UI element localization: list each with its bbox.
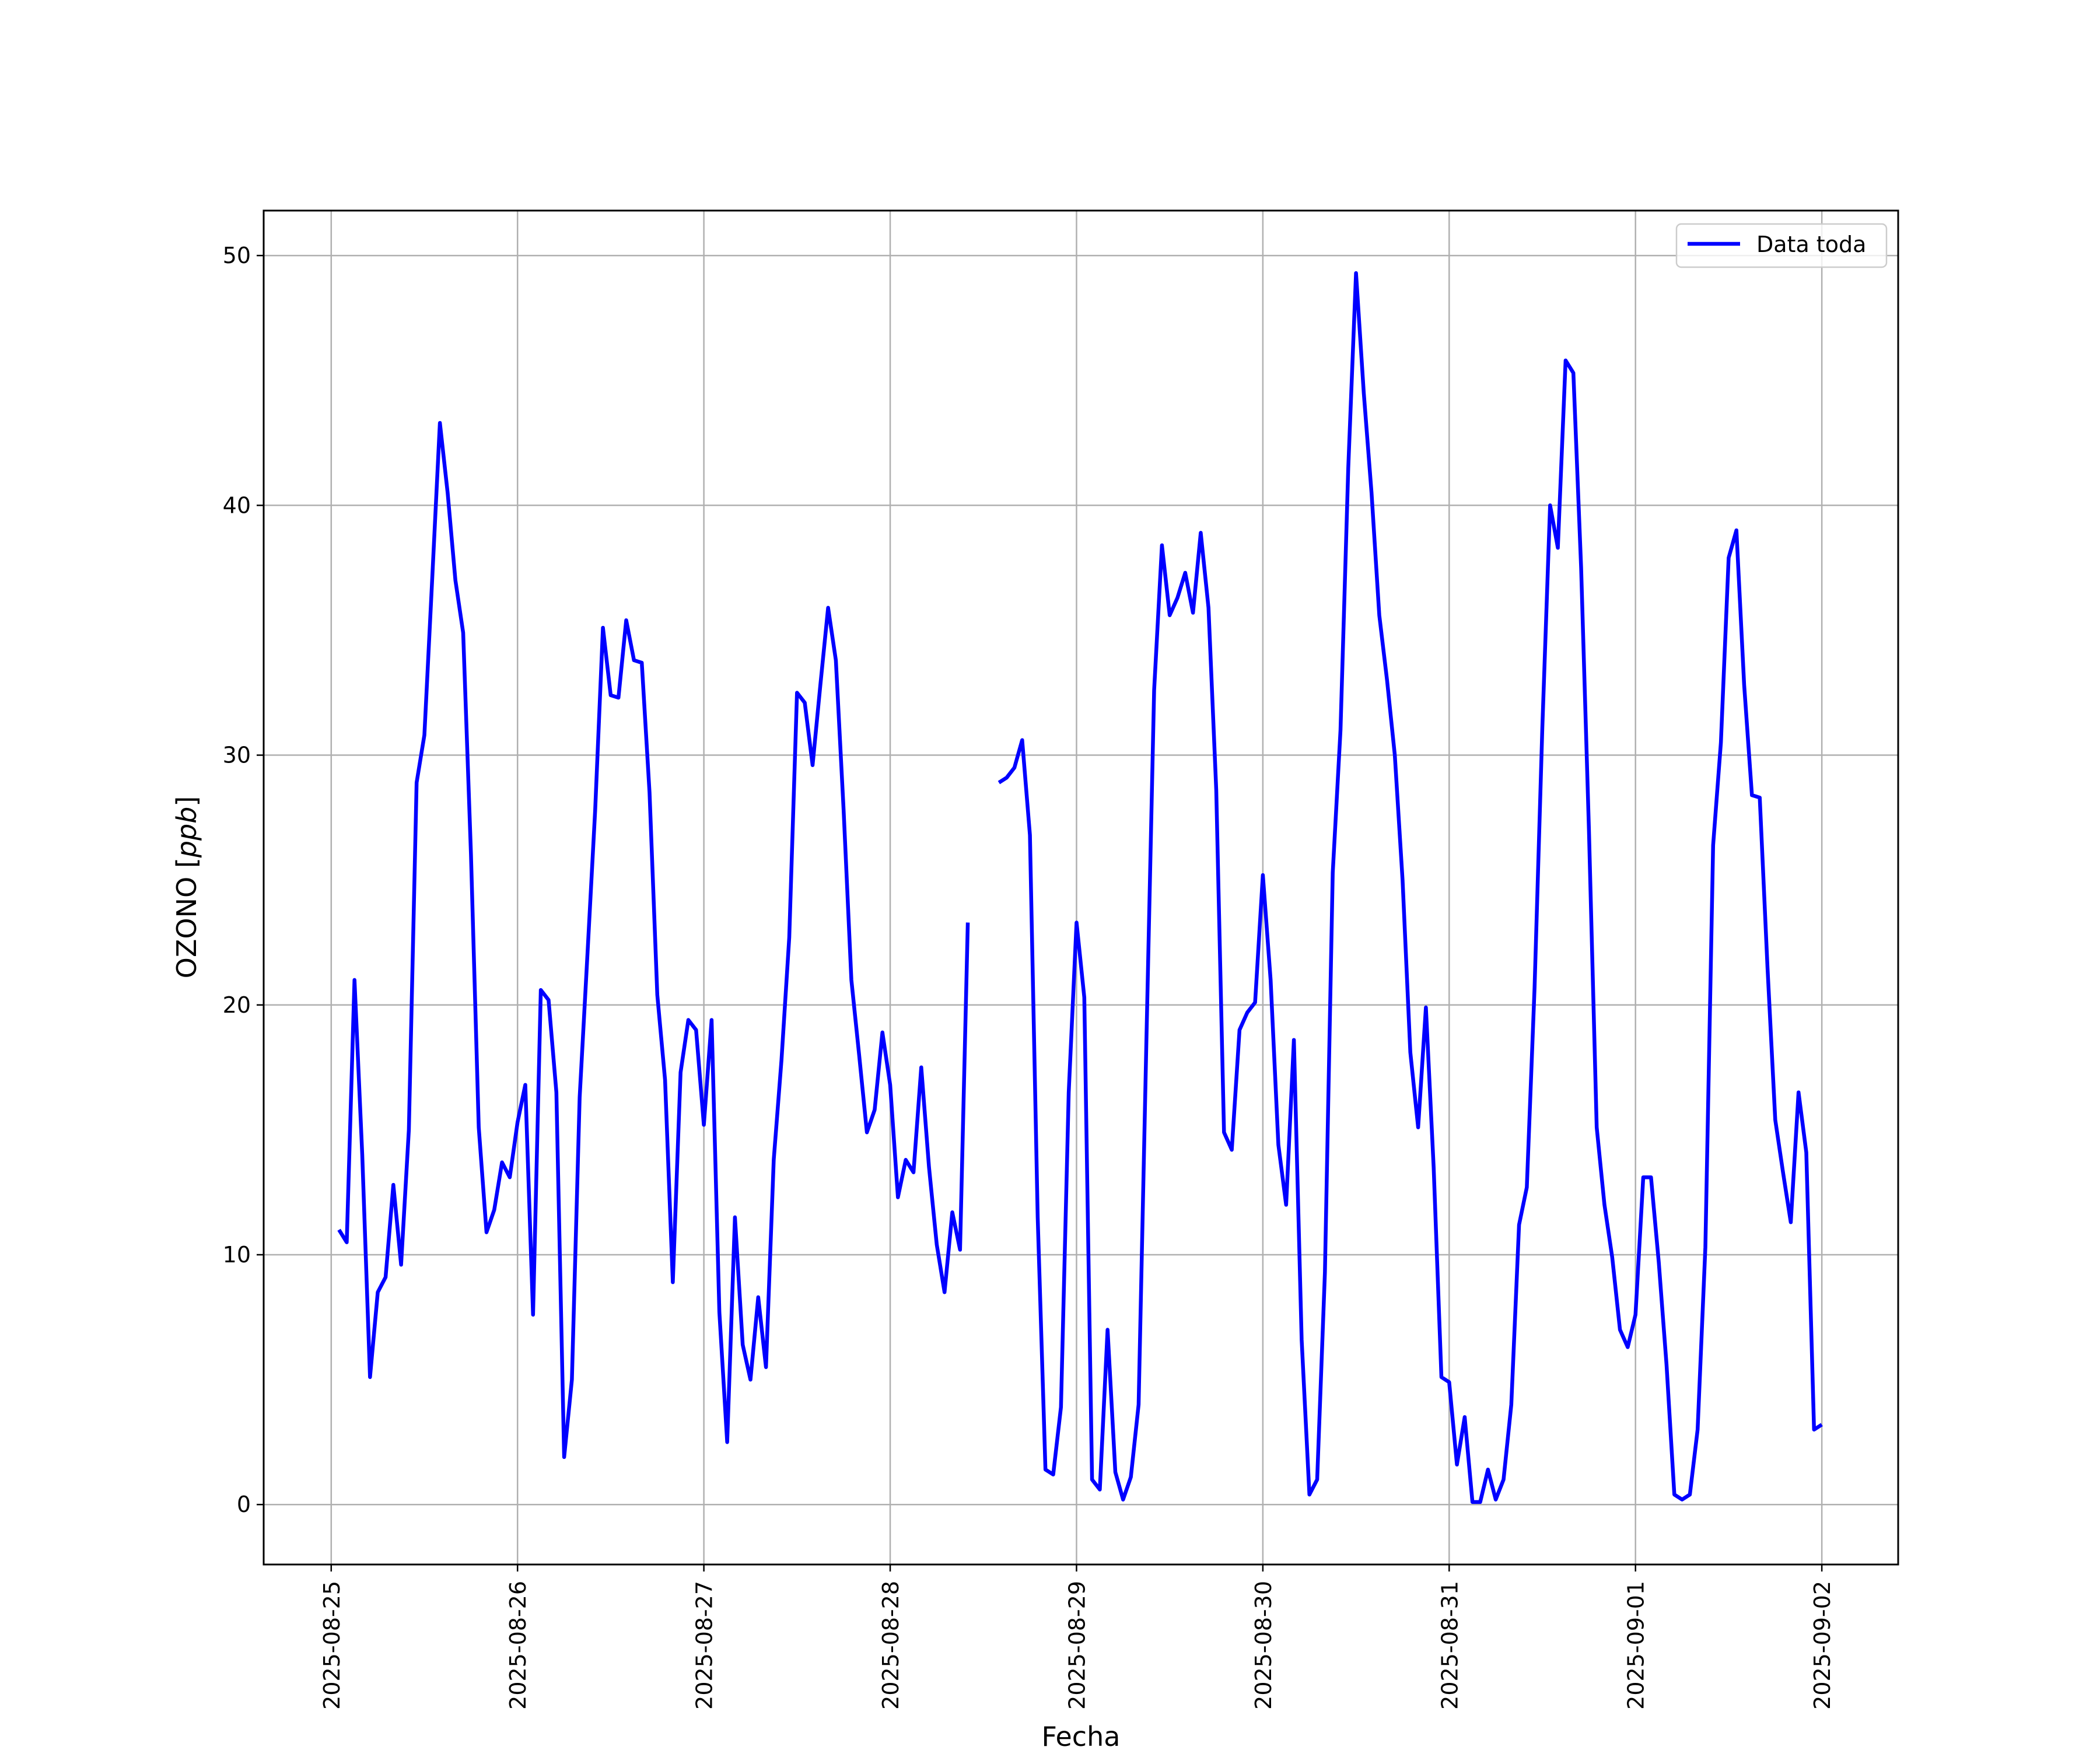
x-tick-label: 2025-09-01 — [1623, 1581, 1649, 1710]
x-tick-label: 2025-08-26 — [505, 1581, 531, 1710]
legend: Data toda — [1675, 223, 1888, 268]
y-axis-label-unit: ppb — [171, 807, 202, 859]
y-tick-label: 0 — [237, 1492, 251, 1517]
y-axis-label-text: OZONO [ — [171, 858, 202, 978]
plot-area-frame — [262, 209, 1899, 1566]
legend-box — [1675, 223, 1888, 268]
y-tick-label: 50 — [223, 243, 251, 268]
x-tick-label: 2025-09-02 — [1810, 1581, 1835, 1710]
x-tick-label: 2025-08-30 — [1251, 1581, 1276, 1710]
x-tick-label: 2025-08-27 — [692, 1581, 718, 1710]
y-axis-label-close: ] — [171, 796, 202, 807]
y-tick-label: 10 — [223, 1242, 251, 1268]
x-axis-label: Fecha — [1042, 1721, 1121, 1750]
series-line-data-toda — [337, 271, 1823, 1504]
x-tick-label: 2025-08-29 — [1064, 1581, 1090, 1710]
y-axis-ticks: 0 10 20 30 40 50 — [223, 243, 264, 1517]
y-tick-label: 30 — [223, 743, 251, 768]
legend-label-data-toda: Data toda — [1756, 232, 1866, 257]
y-tick-label: 40 — [223, 492, 251, 518]
x-tick-label: 2025-08-31 — [1437, 1581, 1462, 1710]
x-axis-ticks: 2025-08-25 2025-08-26 2025-08-27 2025-08-28… — [319, 1564, 1835, 1710]
grid-lines — [264, 211, 1898, 1564]
y-axis-label: OZONO [ppb] — [171, 796, 202, 979]
x-tick-label: 2025-08-28 — [878, 1581, 904, 1710]
y-tick-label: 20 — [223, 992, 251, 1018]
x-tick-label: 2025-08-25 — [319, 1581, 345, 1710]
